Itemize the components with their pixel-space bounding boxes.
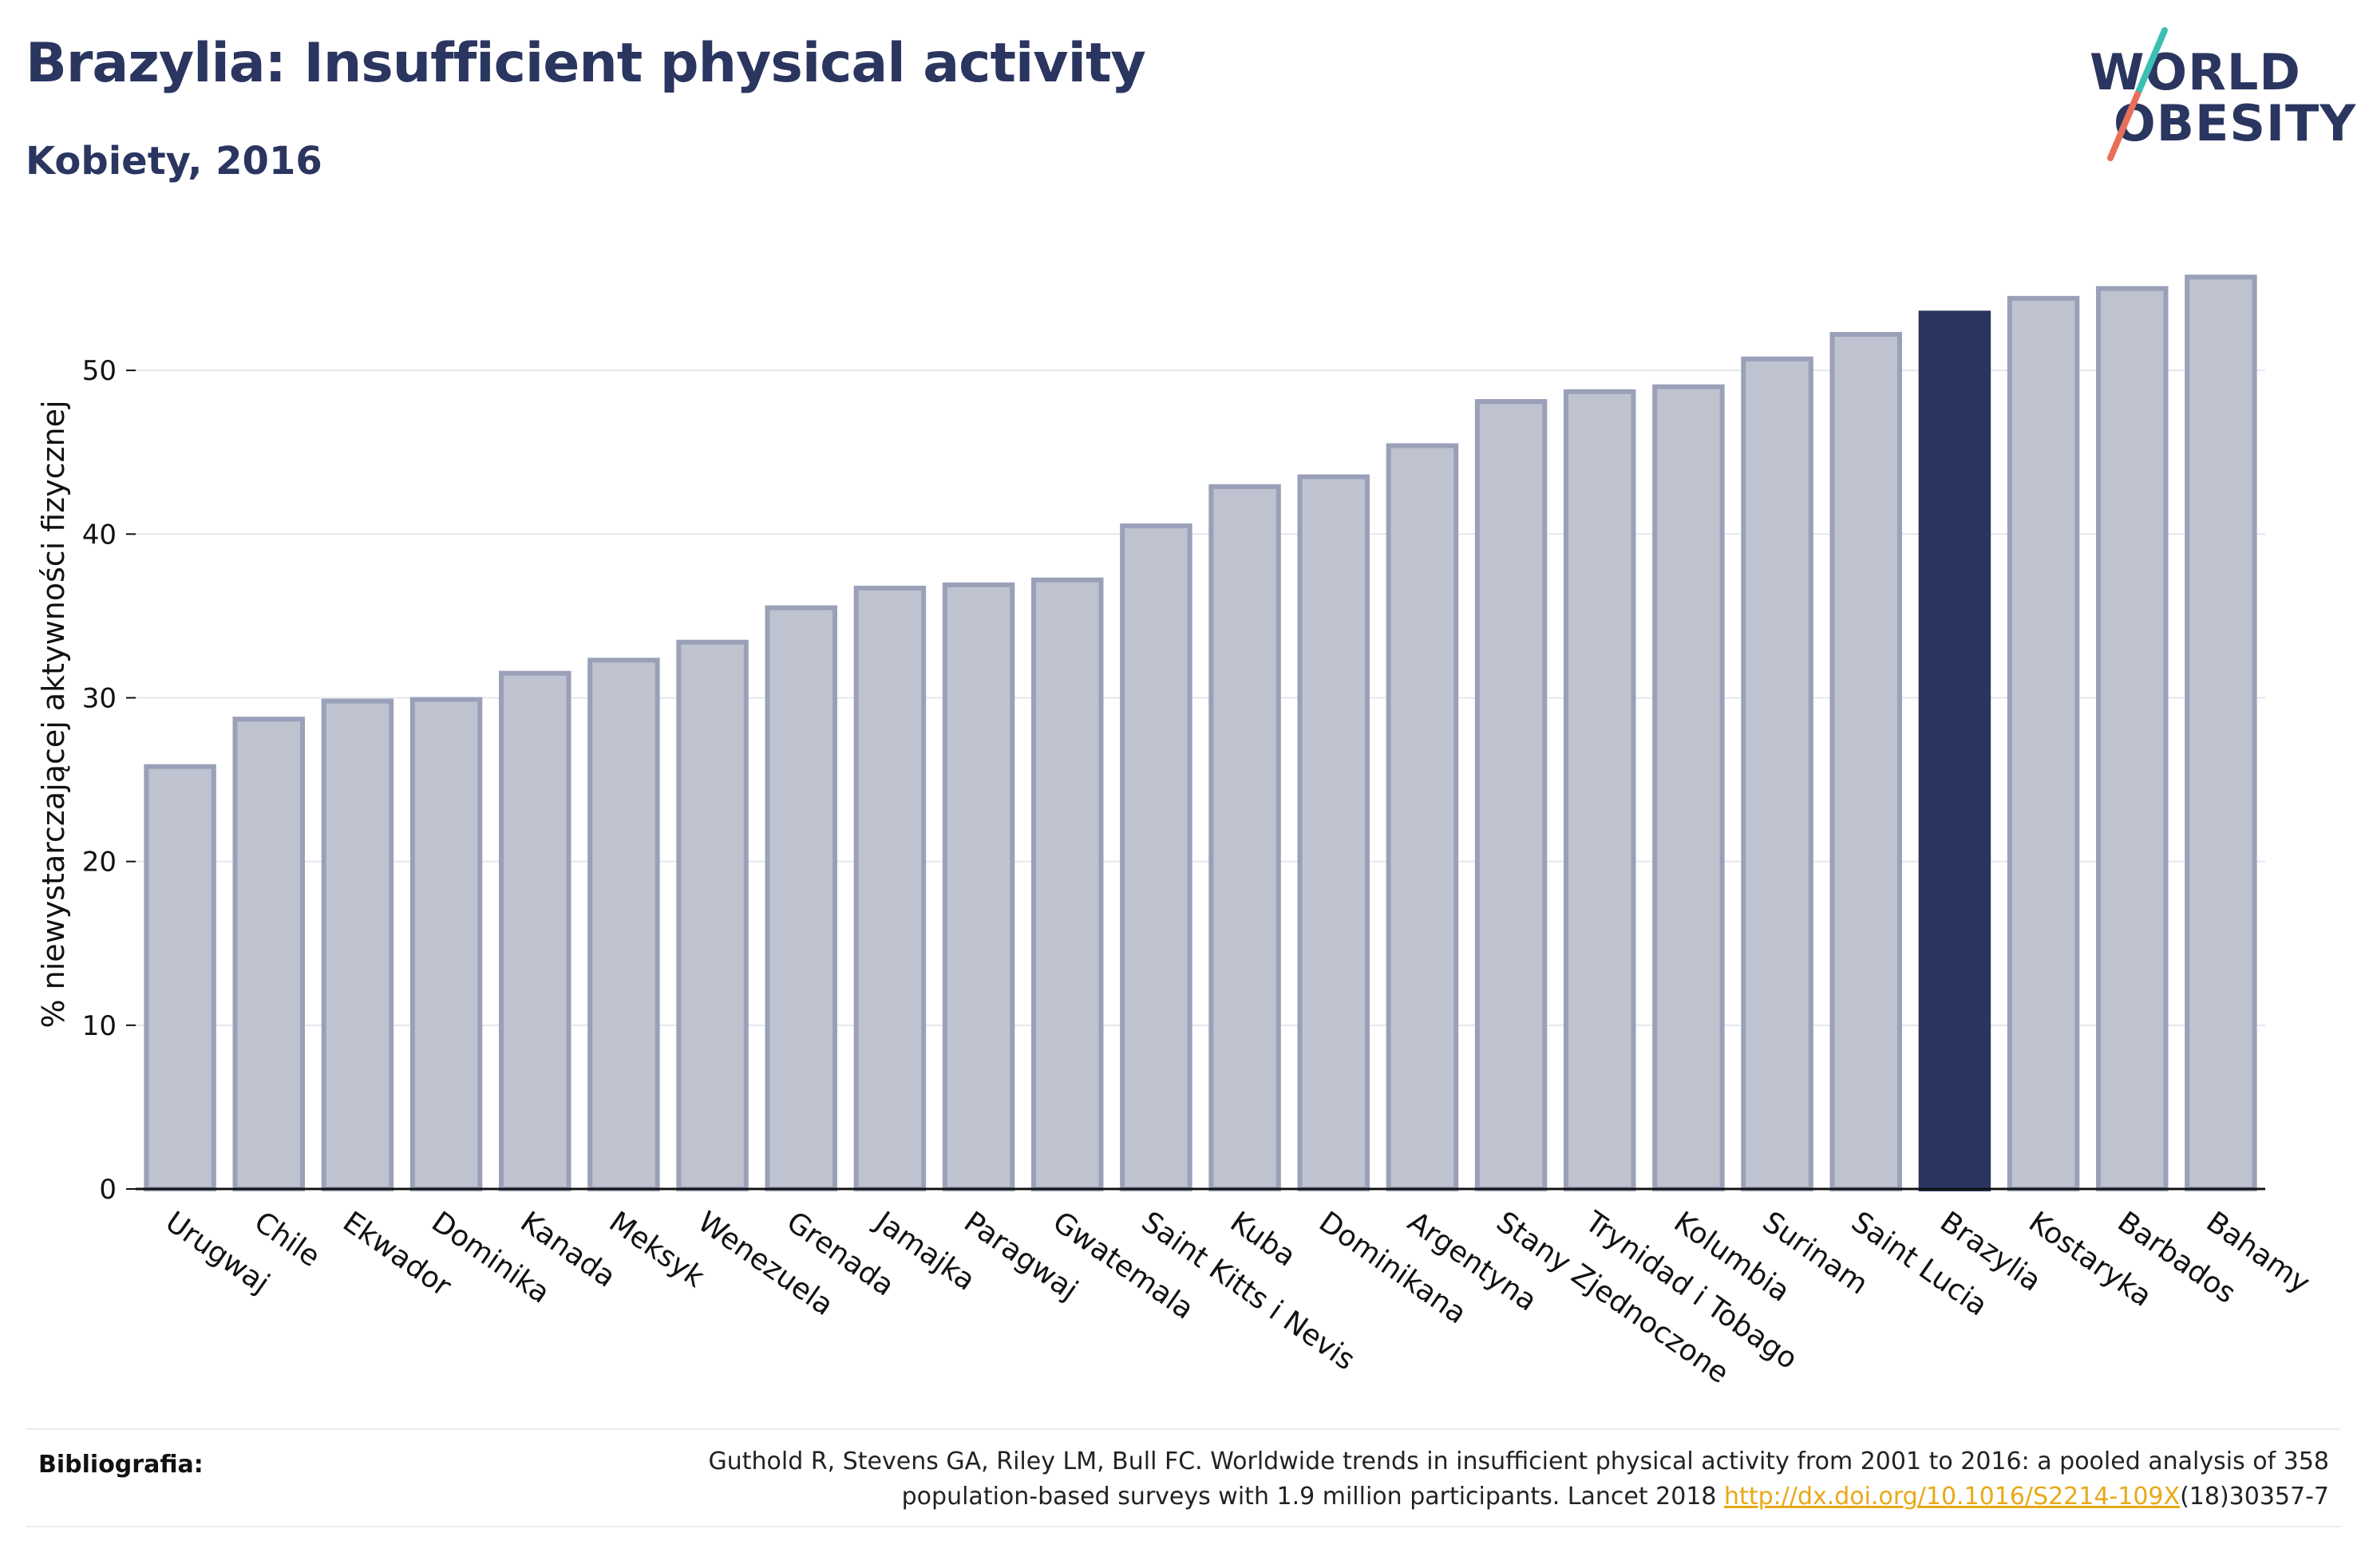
logo-slash-icon [2107,27,2168,161]
y-axis-label: % niewystarczającej aktywności fizycznej [36,400,71,1028]
bar-kolumbia [1652,384,1725,1192]
bibliography-line2-suffix: (18)30357-7 [2180,1483,2329,1511]
bar-argentyna [1386,443,1459,1191]
y-axis-ticks: 0 10 20 30 40 50 [82,355,136,1206]
bar-kuba [1208,484,1281,1191]
bibliography-text: Guthold R, Stevens GA, Riley LM, Bull FC… [493,1444,2329,1515]
bars [144,274,2257,1192]
bar-stany-zjednoczone [1474,399,1548,1192]
bar-ekwador [321,698,394,1191]
logo-text-world: WORLD [2090,43,2301,101]
gridlines [136,369,2265,1026]
bar-dominikana [1297,474,1370,1191]
bar-urugwaj [144,764,216,1191]
footer-divider-top [26,1428,2340,1430]
bar-saint-lucia [1829,332,1902,1191]
bar-trynidad-i-tobago [1564,389,1636,1191]
bar-meksyk [587,658,660,1191]
bar-bahamy [2185,274,2257,1191]
bar-saint-kitts-i-nevis [1120,523,1192,1191]
bar-jamajka [853,586,927,1191]
bar-surinam [1741,356,1813,1191]
chart-title: Brazylia: Insufficient physical activity [26,32,1146,95]
bar-dominika [409,697,483,1191]
bar-kostaryka [2007,295,2080,1191]
bar-chile [232,717,305,1191]
y-tick-label: 10 [82,1010,117,1042]
bar-grenada [765,605,837,1191]
bar-wenezuela [676,639,749,1191]
logo-text-obesity: OBESITY [2114,94,2357,152]
bar-gwatemala [1031,577,1104,1191]
bar-kanada [499,670,571,1191]
x-tick-label: Meksyk [603,1206,710,1294]
footer-divider-bottom [26,1526,2340,1527]
y-tick-label: 0 [99,1174,117,1206]
y-tick-label: 30 [82,682,117,714]
bibliography-line2: population-based surveys with 1.9 millio… [901,1483,1725,1511]
chart-subtitle: Kobiety, 2016 [26,139,322,184]
bibliography-doi-link[interactable]: http://dx.doi.org/10.1016/S2214-109X [1724,1483,2181,1511]
y-tick-label: 40 [82,519,117,551]
y-tick-label: 50 [82,355,117,387]
bibliography-label: Bibliografia: [38,1451,204,1479]
world-obesity-logo: WORLD OBESITY [2075,24,2355,168]
bar-paragwaj [942,582,1015,1191]
y-tick-label: 20 [82,847,117,879]
bar-brazylia [1918,310,1991,1191]
bibliography-line1: Guthold R, Stevens GA, Riley LM, Bull FC… [708,1448,2329,1475]
bar-barbados [2096,286,2169,1191]
